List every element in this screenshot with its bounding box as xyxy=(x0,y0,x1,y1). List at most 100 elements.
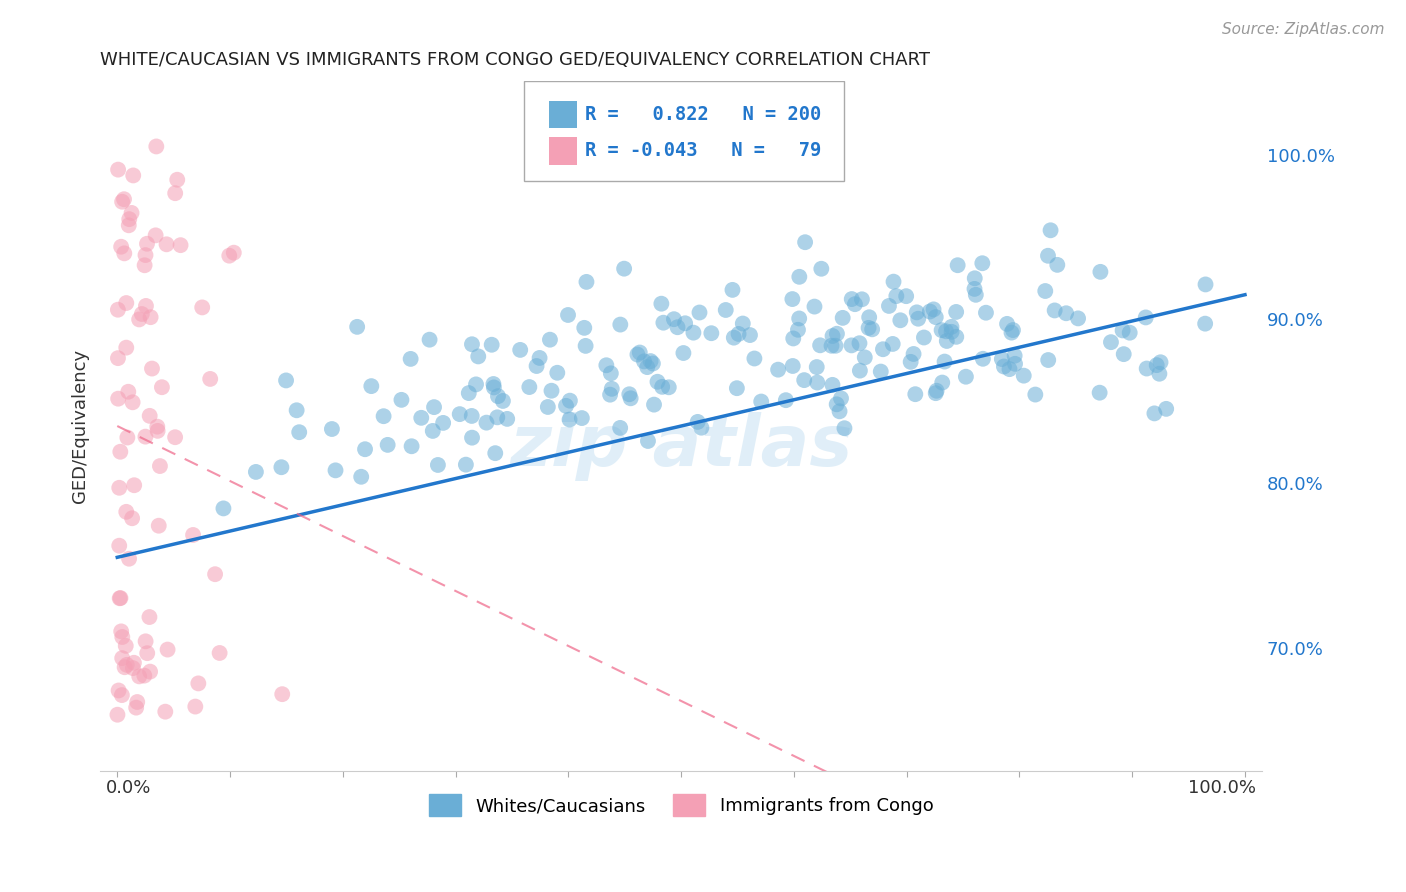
Point xyxy=(1194,317,1216,331)
Point xyxy=(204,567,226,582)
Point xyxy=(727,326,749,341)
Point xyxy=(941,319,963,334)
Point xyxy=(1143,406,1166,420)
Point xyxy=(112,246,135,260)
Point xyxy=(574,321,596,335)
Point xyxy=(139,310,162,325)
Point xyxy=(877,299,900,313)
Point xyxy=(110,624,132,639)
Point xyxy=(904,387,927,401)
Point xyxy=(637,434,659,448)
Point xyxy=(643,398,665,412)
Point xyxy=(744,351,766,366)
Point xyxy=(136,236,159,251)
Point xyxy=(1112,347,1135,361)
Point xyxy=(325,463,347,477)
Point xyxy=(831,310,853,325)
Point xyxy=(461,337,484,351)
Point xyxy=(115,657,138,672)
Point xyxy=(166,173,188,187)
Point xyxy=(131,307,153,321)
Point xyxy=(1036,249,1059,263)
Point xyxy=(555,399,578,413)
Point xyxy=(200,372,222,386)
Point xyxy=(824,339,846,353)
Point xyxy=(714,303,737,318)
Point xyxy=(526,359,548,373)
Point xyxy=(454,458,477,472)
Point xyxy=(946,258,969,272)
Point xyxy=(373,409,395,424)
Point xyxy=(1043,303,1066,318)
Text: R =   0.822   N = 200: R = 0.822 N = 200 xyxy=(585,105,821,124)
Point xyxy=(517,380,540,394)
Point xyxy=(963,282,986,296)
Point xyxy=(1149,367,1171,381)
Point xyxy=(1004,357,1026,371)
Point xyxy=(423,400,446,414)
Point xyxy=(461,431,484,445)
Point xyxy=(575,275,598,289)
Point xyxy=(114,660,136,674)
Point xyxy=(1154,401,1177,416)
Point xyxy=(145,139,167,153)
Point xyxy=(110,591,132,605)
Point xyxy=(998,362,1021,376)
Point xyxy=(245,465,267,479)
Point xyxy=(931,376,953,390)
Point xyxy=(112,192,135,206)
Point xyxy=(391,392,413,407)
Point xyxy=(1012,368,1035,383)
Point xyxy=(666,320,689,334)
Point xyxy=(138,610,160,624)
Text: Source: ZipAtlas.com: Source: ZipAtlas.com xyxy=(1222,22,1385,37)
Point xyxy=(974,306,997,320)
Point xyxy=(354,442,377,457)
Point xyxy=(905,305,928,319)
Point xyxy=(1054,306,1077,320)
Point xyxy=(853,351,876,365)
Point xyxy=(377,438,399,452)
Point xyxy=(558,412,581,426)
Point xyxy=(821,377,844,392)
Point xyxy=(475,416,498,430)
Point xyxy=(118,219,141,233)
Point xyxy=(141,361,163,376)
Point xyxy=(896,289,918,303)
Point xyxy=(449,407,471,421)
Point xyxy=(609,318,631,332)
Point xyxy=(108,481,131,495)
Point xyxy=(208,646,231,660)
Point xyxy=(848,336,870,351)
Point xyxy=(107,707,129,722)
Point xyxy=(150,380,173,394)
Point xyxy=(723,331,745,345)
Point xyxy=(1024,387,1046,401)
Point xyxy=(963,271,986,285)
Point xyxy=(955,369,977,384)
Point xyxy=(941,325,963,339)
Point xyxy=(636,360,658,375)
Point xyxy=(925,384,948,398)
Point xyxy=(111,688,134,702)
Point xyxy=(121,395,143,409)
Point xyxy=(111,194,134,209)
Point xyxy=(110,240,132,254)
Point xyxy=(165,186,187,201)
Point xyxy=(486,410,509,425)
Point xyxy=(134,258,156,272)
Point xyxy=(1004,349,1026,363)
Point xyxy=(135,634,157,648)
Point xyxy=(945,305,967,319)
Point xyxy=(481,337,503,351)
Point xyxy=(689,305,711,319)
Point xyxy=(122,478,145,492)
Point xyxy=(731,317,754,331)
Point xyxy=(461,409,484,423)
Point xyxy=(830,392,852,406)
Point xyxy=(882,337,904,351)
Point xyxy=(821,329,844,343)
Point xyxy=(673,316,696,330)
Point xyxy=(599,387,621,401)
Point xyxy=(972,256,994,270)
